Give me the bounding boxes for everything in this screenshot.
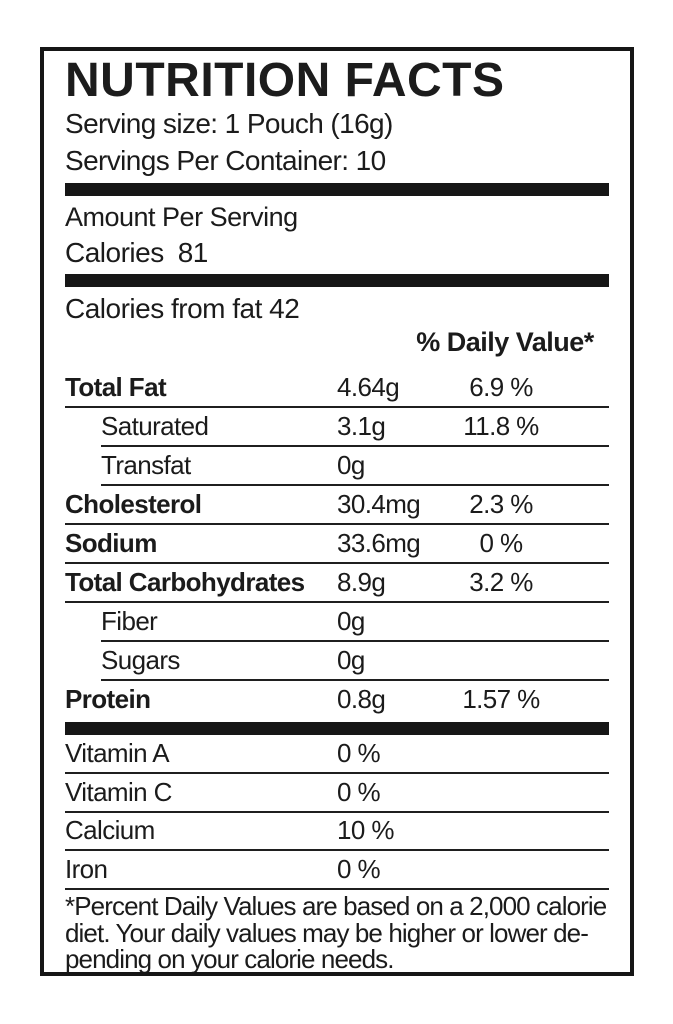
vitamins-table: Vitamin A 0 % Vitamin C 0 % Calcium 10 %… <box>65 735 609 891</box>
calories-from-fat-text: Calories from fat 42 <box>65 293 300 324</box>
nutrient-row-sugars: Sugars 0g <box>65 642 609 681</box>
nutrient-daily-value: 6.9 % <box>469 372 533 402</box>
row-underline <box>101 484 609 486</box>
nutrient-amount: 0g <box>337 450 365 480</box>
nutrient-label: Total Fat <box>65 372 167 402</box>
nutrition-facts-label: NUTRITION FACTS Serving size: 1 Pouch (1… <box>40 47 634 976</box>
vitamin-value: 0 % <box>337 737 381 768</box>
nutrient-daily-value: 1.57 % <box>462 684 540 714</box>
nutrient-daily-value: 11.8 % <box>463 411 539 441</box>
vitamin-row-vitamin-c: Vitamin C 0 % <box>65 774 609 813</box>
servings-per-container-text: Servings Per Container: 10 <box>65 145 386 176</box>
row-underline <box>65 406 609 408</box>
calories-value: 81 <box>177 237 209 268</box>
nutrient-daily-value: 3.2 % <box>469 567 533 597</box>
nutrient-amount: 33.6mg <box>337 528 421 558</box>
footnote-line: diet. Your daily values may be higher or… <box>65 917 589 948</box>
nutrient-label: Transfat <box>101 450 191 480</box>
row-underline <box>101 640 609 642</box>
nutrient-amount: 30.4mg <box>337 489 421 519</box>
nutrient-row-protein: Protein 0.8g 1.57 % <box>65 681 609 720</box>
nutrient-label: Sugars <box>101 645 180 675</box>
footnote-line: pending on your calorie needs. <box>65 944 394 975</box>
nutrient-label: Protein <box>65 684 151 714</box>
nutrient-amount: 0g <box>337 645 365 675</box>
row-underline <box>101 679 609 681</box>
vitamin-value: 0 % <box>337 776 381 807</box>
nutrient-label: Cholesterol <box>65 489 202 519</box>
row-underline <box>65 601 609 603</box>
serving-size-text: Serving size: 1 Pouch (16g) <box>65 108 393 139</box>
row-underline <box>65 810 609 813</box>
separator-bar-top <box>65 183 609 196</box>
amount-per-serving-text: Amount Per Serving <box>65 202 298 232</box>
nutrient-table: Total Fat 4.64g 6.9 % Saturated 3.1g 11.… <box>65 369 609 720</box>
row-underline <box>65 771 609 774</box>
vitamin-value: 10 % <box>337 815 394 846</box>
nutrient-row-cholesterol: Cholesterol 30.4mg 2.3 % <box>65 486 609 525</box>
row-underline <box>65 849 609 852</box>
nutrient-amount: 0.8g <box>337 684 386 714</box>
separator-bar-bottom <box>65 722 609 735</box>
calories-label: Calories <box>65 237 164 268</box>
row-underline <box>101 445 609 447</box>
nutrient-amount: 3.1g <box>337 411 386 441</box>
vitamin-row-calcium: Calcium 10 % <box>65 813 609 852</box>
nutrient-row-sodium: Sodium 33.6mg 0 % <box>65 525 609 564</box>
nutrient-amount: 0g <box>337 606 365 636</box>
nutrient-amount: 4.64g <box>337 372 400 402</box>
vitamin-label: Vitamin C <box>65 776 172 807</box>
nutrient-row-total-carbohydrates: Total Carbohydrates 8.9g 3.2 % <box>65 564 609 603</box>
nutrient-label: Fiber <box>101 606 158 636</box>
nutrient-row-total-fat: Total Fat 4.64g 6.9 % <box>65 369 609 408</box>
vitamin-row-iron: Iron 0 % <box>65 851 609 891</box>
vitamin-value: 0 % <box>337 854 381 885</box>
row-underline <box>65 562 609 564</box>
nutrient-daily-value: 2.3 % <box>469 489 533 519</box>
nutrient-row-fiber: Fiber 0g <box>65 603 609 642</box>
vitamin-row-vitamin-a: Vitamin A 0 % <box>65 735 609 774</box>
nutrient-row-transfat: Transfat 0g <box>65 447 609 486</box>
vitamin-label: Iron <box>65 854 108 885</box>
nutrient-label: Sodium <box>65 528 157 558</box>
row-underline <box>65 523 609 525</box>
calories-row: Calories 81 <box>65 235 609 270</box>
footnote-line: *Percent Daily Values are based on a 2,0… <box>65 891 607 922</box>
nutrient-label: Total Carbohydrates <box>65 567 305 597</box>
vitamin-label: Vitamin A <box>65 737 170 768</box>
daily-value-footnote: *Percent Daily Values are based on a 2,0… <box>65 891 609 975</box>
nutrient-daily-value: 0 % <box>479 528 523 558</box>
nutrient-amount: 8.9g <box>337 567 386 597</box>
label-title: NUTRITION FACTS <box>65 54 505 107</box>
daily-value-header: % Daily Value* <box>416 327 594 357</box>
vitamin-label: Calcium <box>65 815 155 846</box>
separator-bar-middle <box>65 274 609 287</box>
nutrient-label: Saturated <box>101 411 209 441</box>
nutrient-row-saturated: Saturated 3.1g 11.8 % <box>65 408 609 447</box>
row-underline <box>65 888 609 891</box>
